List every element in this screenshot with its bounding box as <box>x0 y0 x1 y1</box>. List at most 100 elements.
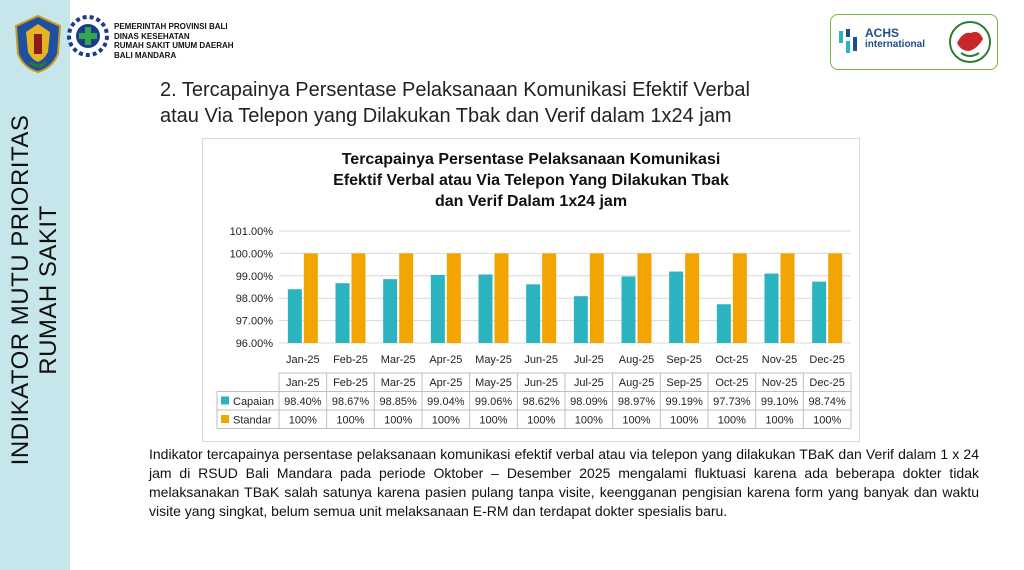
chart-title-line: Efektif Verbal atau Via Telepon Yang Dil… <box>333 172 729 189</box>
table-header-cell: Apr-25 <box>429 377 462 389</box>
y-tick-label: 97.00% <box>236 316 274 328</box>
sidebar-title: INDIKATOR MUTU PRIORITAS RUMAH SAKIT <box>7 115 63 466</box>
y-tick-label: 101.00% <box>230 226 274 238</box>
bar-standar <box>494 253 509 343</box>
table-value-cell: 98.40% <box>284 396 322 408</box>
table-value-cell: 100% <box>527 415 555 427</box>
y-tick-label: 98.00% <box>236 293 274 305</box>
bar-capaian <box>335 283 350 343</box>
table-value-cell: 98.74% <box>809 396 847 408</box>
bar-capaian <box>383 279 398 343</box>
table-value-cell: 98.97% <box>618 396 656 408</box>
description-text: Indikator tercapainya persentase pelaksa… <box>149 446 979 519</box>
table-value-cell: 98.62% <box>523 396 561 408</box>
bar-capaian <box>669 271 684 343</box>
org-line: BALI MANDARA <box>114 50 177 60</box>
chart-title-line: Tercapainya Persentase Pelaksanaan Komun… <box>342 151 721 168</box>
organization-name: PEMERINTAH PROVINSI BALI DINAS KESEHATAN… <box>114 22 234 60</box>
health-office-logo-icon <box>67 15 109 57</box>
table-value-cell: 100% <box>765 415 793 427</box>
bar-capaian <box>430 274 445 343</box>
table-header-cell: Feb-25 <box>333 377 368 389</box>
table-value-cell: 98.85% <box>380 396 418 408</box>
legend-label: Standar <box>233 415 272 427</box>
table-value-cell: 100% <box>718 415 746 427</box>
x-tick-label: Jan-25 <box>286 354 320 366</box>
table-header-cell: Mar-25 <box>381 377 416 389</box>
x-tick-label: Dec-25 <box>809 354 844 366</box>
chart-container: Tercapainya Persentase Pelaksanaan Komun… <box>202 138 860 442</box>
bar-capaian <box>526 284 541 343</box>
table-value-cell: 100% <box>336 415 364 427</box>
accreditation-badge: ACHS international <box>830 14 998 70</box>
bar-capaian <box>764 273 779 343</box>
accreditation-line1: ACHS <box>865 26 900 40</box>
bar-capaian <box>716 304 731 343</box>
x-tick-label: Apr-25 <box>429 354 462 366</box>
table-value-cell: 100% <box>479 415 507 427</box>
bar-standar <box>303 253 318 343</box>
bar-standar <box>828 253 843 343</box>
table-value-cell: 100% <box>289 415 317 427</box>
table-value-cell: 100% <box>384 415 412 427</box>
y-tick-label: 100.00% <box>230 248 274 260</box>
table-value-cell: 100% <box>670 415 698 427</box>
x-tick-label: Aug-25 <box>619 354 654 366</box>
table-value-cell: 100% <box>575 415 603 427</box>
legend-key-standar <box>221 415 229 423</box>
bar-chart: Tercapainya Persentase Pelaksanaan Komun… <box>216 151 852 429</box>
org-line: RUMAH SAKIT UMUM DAERAH <box>114 41 234 50</box>
page-title: 2. Tercapainya Persentase Pelaksanaan Ko… <box>160 77 750 129</box>
table-value-cell: 99.06% <box>475 396 513 408</box>
bar-standar <box>732 253 747 343</box>
table-header-cell: May-25 <box>475 377 512 389</box>
table-value-cell: 98.67% <box>332 396 370 408</box>
sidebar-title-line2: RUMAH SAKIT <box>35 205 62 375</box>
table-value-cell: 99.04% <box>427 396 465 408</box>
achs-logo-icon <box>839 29 857 53</box>
legend-label: Capaian <box>233 396 274 408</box>
table-value-cell: 100% <box>432 415 460 427</box>
sidebar: INDIKATOR MUTU PRIORITAS RUMAH SAKIT <box>0 0 70 570</box>
table-header-cell: Jun-25 <box>524 377 558 389</box>
table-header-cell: Jan-25 <box>286 377 320 389</box>
table-value-cell: 99.19% <box>666 396 704 408</box>
org-line: PEMERINTAH PROVINSI BALI <box>114 22 228 31</box>
x-tick-label: Sep-25 <box>666 354 701 366</box>
bar-standar <box>351 253 366 343</box>
bar-standar <box>589 253 604 343</box>
table-header-cell: Jul-25 <box>574 377 604 389</box>
table-header-cell: Nov-25 <box>762 377 797 389</box>
bar-standar <box>446 253 461 343</box>
x-tick-label: Feb-25 <box>333 354 368 366</box>
bar-capaian <box>621 276 636 343</box>
x-tick-label: Jul-25 <box>574 354 604 366</box>
table-value-cell: 98.09% <box>570 396 608 408</box>
bar-standar <box>685 253 700 343</box>
hospital-accreditation-seal-icon <box>949 21 991 63</box>
chart-title-line: dan Verif Dalam 1x24 jam <box>435 193 627 210</box>
legend-key-capaian <box>221 396 229 405</box>
bar-capaian <box>287 289 302 343</box>
bar-standar <box>637 253 652 343</box>
table-header-cell: Sep-25 <box>666 377 701 389</box>
bar-capaian <box>812 281 827 343</box>
x-tick-label: Jun-25 <box>524 354 558 366</box>
table-value-cell: 100% <box>813 415 841 427</box>
bar-standar <box>399 253 414 343</box>
table-value-cell: 100% <box>622 415 650 427</box>
bar-capaian <box>573 296 588 343</box>
org-line: DINAS KESEHATAN <box>114 31 190 41</box>
x-tick-label: May-25 <box>475 354 512 366</box>
bar-standar <box>780 253 795 343</box>
page-title-line2: atau Via Telepon yang Dilakukan Tbak dan… <box>160 105 732 127</box>
accreditation-line2: international <box>865 39 926 50</box>
page-title-line1: 2. Tercapainya Persentase Pelaksanaan Ko… <box>160 79 750 101</box>
x-tick-label: Mar-25 <box>381 354 416 366</box>
x-tick-label: Nov-25 <box>762 354 797 366</box>
table-header-cell: Aug-25 <box>619 377 654 389</box>
x-tick-label: Oct-25 <box>715 354 748 366</box>
table-header-cell: Dec-25 <box>809 377 844 389</box>
bar-standar <box>542 253 557 343</box>
table-value-cell: 97.73% <box>713 396 751 408</box>
